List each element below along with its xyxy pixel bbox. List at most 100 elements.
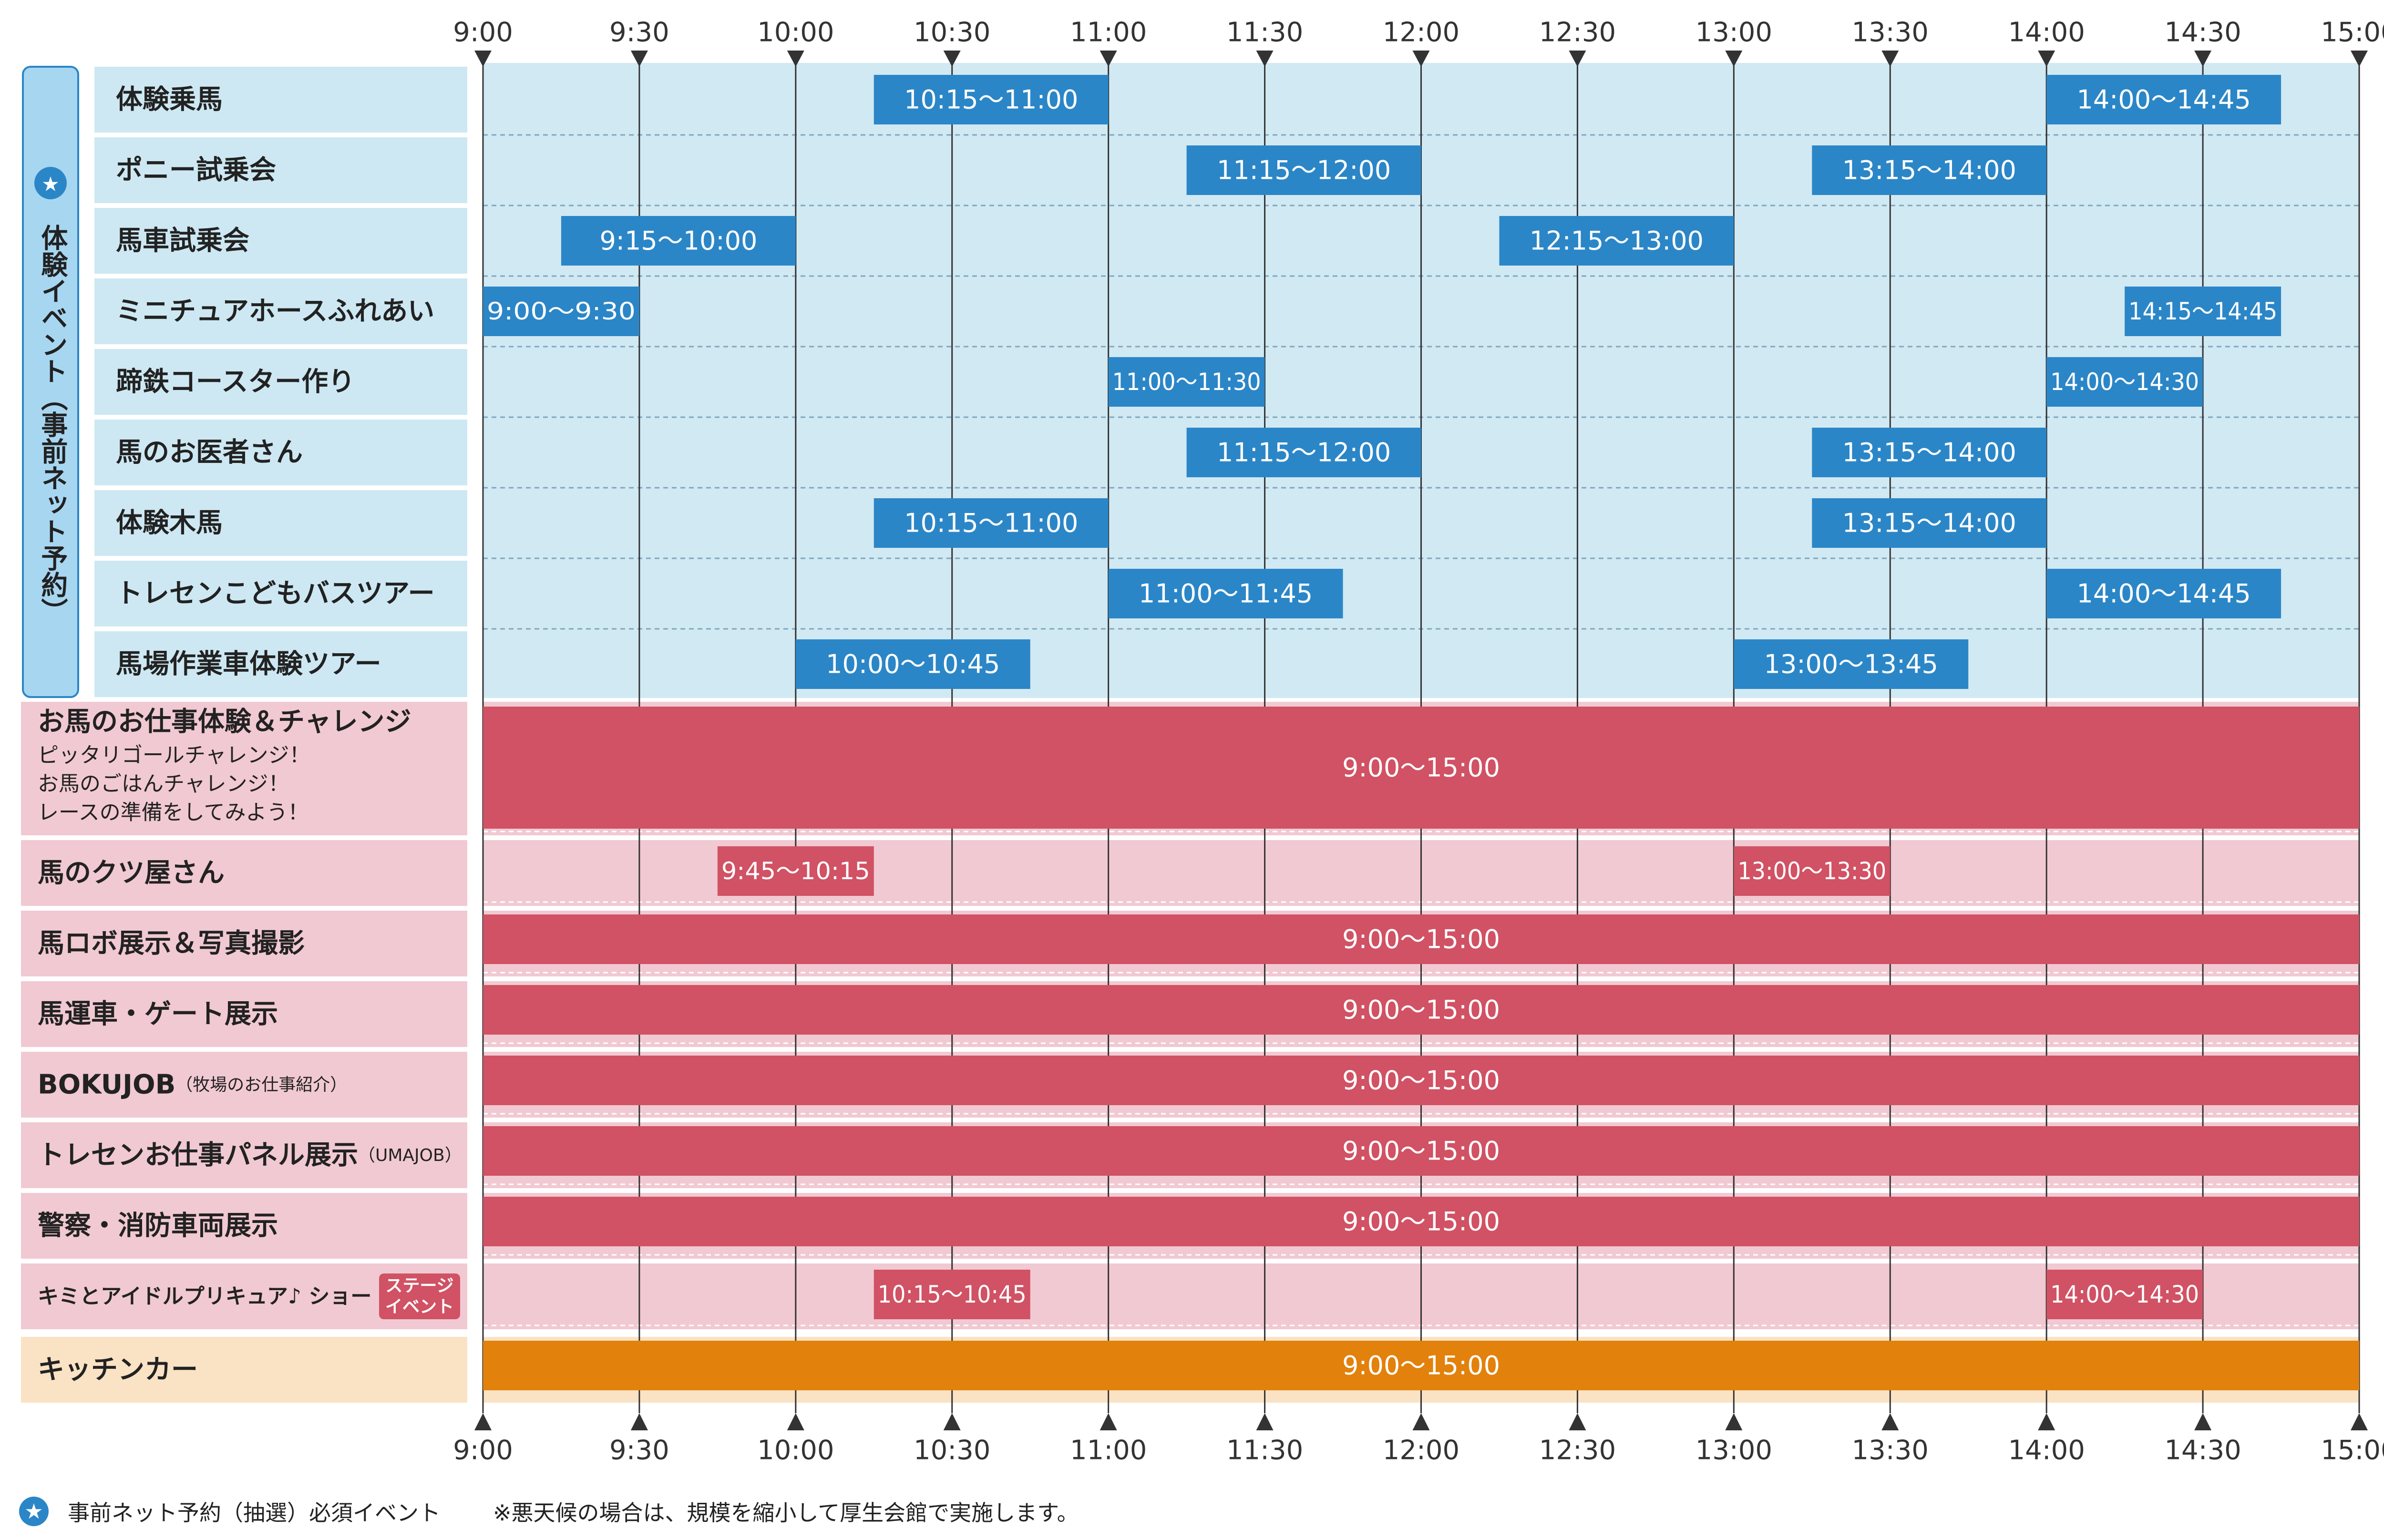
tick-label-top: 12:30 (1539, 17, 1616, 48)
time-bar (1734, 846, 1891, 896)
row-label: キッチンカー (38, 1355, 198, 1386)
tick-marker-top (630, 51, 648, 67)
row-label-bg (21, 1122, 467, 1188)
tick-marker-bottom (1569, 1413, 1586, 1430)
tick-marker-top (474, 51, 492, 67)
row-label: 馬場作業車体験ツアー (116, 649, 381, 680)
badge-text: ステージ (385, 1276, 453, 1296)
row-label: 馬運車・ゲート展示 (38, 999, 278, 1030)
bar-label: 9:00〜9:30 (487, 298, 636, 325)
bar-label: 13:15〜14:00 (1842, 508, 2016, 538)
row-label: 体験乗馬 (116, 84, 223, 115)
tick-label-bottom: 11:00 (1070, 1435, 1147, 1466)
time-bar (483, 1056, 2359, 1105)
row-label-bg (94, 349, 467, 415)
time-bar (2046, 75, 2281, 124)
time-bar (483, 985, 2359, 1035)
row-label-bg (94, 278, 467, 344)
time-bar (483, 1126, 2359, 1176)
bar-label: 14:00〜14:45 (2076, 85, 2250, 115)
row-sublabel: ピッタリゴールチャレンジ！ (38, 743, 310, 768)
tick-marker-top (1569, 51, 1586, 67)
time-bar (483, 1197, 2359, 1246)
time-bar (2046, 1270, 2203, 1319)
bar-label: 10:00〜10:45 (826, 649, 1000, 679)
time-bar (1499, 216, 1734, 266)
row-label: ミニチュアホースふれあい (116, 296, 434, 327)
row-sublabel: お馬のごはんチャレンジ！ (38, 772, 289, 796)
tick-marker-bottom (1725, 1413, 1743, 1430)
tick-marker-top (1725, 51, 1743, 67)
tick-label-top: 11:00 (1070, 17, 1147, 48)
tick-marker-bottom (943, 1413, 961, 1430)
tick-marker-top (2194, 51, 2212, 67)
bar-label: 14:00〜14:30 (2050, 1281, 2199, 1308)
time-bar (1812, 145, 2047, 195)
tick-marker-bottom (474, 1413, 492, 1430)
tick-label-bottom: 14:30 (2164, 1435, 2241, 1466)
star-glyph: ★ (41, 173, 60, 196)
tick-label-top: 13:00 (1696, 17, 1772, 48)
weather-note: ※悪天候の場合は、規模を縮小して厚生会館で実施します。 (493, 1500, 1079, 1526)
badge-text: イベント (385, 1297, 454, 1317)
row-label: 蹄鉄コースター作り (116, 367, 355, 398)
bar-label: 9:00〜15:00 (1342, 995, 1500, 1025)
footer: ★ 事前ネット予約（抽選）必須イベント ※悪天候の場合は、規模を縮小して厚生会館… (19, 1490, 1079, 1533)
tick-label-top: 12:00 (1383, 17, 1459, 48)
tick-label-top: 14:30 (2164, 17, 2241, 48)
tick-label-top: 15:00 (2321, 17, 2384, 48)
row-label-bg (94, 137, 467, 203)
tick-marker-top (787, 51, 804, 67)
time-bar (483, 1341, 2359, 1390)
time-bar (1734, 639, 1969, 689)
time-bar (717, 846, 874, 896)
tick-marker-top (1100, 51, 1117, 67)
row-label: 馬のクツ屋さん (38, 858, 225, 889)
row-label: キミとアイドルプリキュア♪ ショー (38, 1284, 371, 1309)
tick-label-top: 10:30 (914, 17, 990, 48)
time-bar (483, 707, 2359, 829)
row-label: トレセンこどもバスツアー (116, 578, 435, 609)
stage-event-badge (379, 1273, 460, 1319)
row-label-bg (21, 981, 467, 1047)
row-label-bg (94, 67, 467, 133)
bar-label: 9:00〜15:00 (1342, 1136, 1500, 1166)
time-bar (1108, 357, 1265, 407)
tick-marker-bottom (630, 1413, 648, 1430)
bar-label: 11:00〜11:45 (1139, 579, 1313, 609)
bar-label: 14:00〜14:30 (2050, 368, 2199, 396)
tick-label-top: 9:30 (609, 17, 669, 48)
row-label: 馬車試乗会 (116, 226, 249, 257)
tick-label-bottom: 14:00 (2008, 1435, 2085, 1466)
bar-label: 10:15〜11:00 (904, 85, 1078, 115)
tick-marker-bottom (2351, 1413, 2368, 1430)
bar-label: 13:00〜13:45 (1764, 649, 1938, 679)
tick-label-bottom: 11:30 (1226, 1435, 1303, 1466)
tick-marker-top (1412, 51, 1430, 67)
bar-label: 9:00〜15:00 (1342, 753, 1500, 783)
row-label: 馬のお医者さん (116, 437, 303, 468)
tick-label-bottom: 12:30 (1539, 1435, 1616, 1466)
time-bar (795, 639, 1030, 689)
tick-label-bottom: 9:30 (609, 1435, 669, 1466)
bar-label: 13:15〜14:00 (1842, 438, 2016, 468)
time-bar (2046, 357, 2203, 407)
time-bar (483, 914, 2359, 964)
bar-label: 9:15〜10:00 (599, 226, 757, 256)
row-label-bg (94, 631, 467, 697)
row-label-note: （UMAJOB） (358, 1146, 462, 1165)
bar-label: 14:00〜14:45 (2076, 579, 2250, 609)
tick-marker-top (2351, 51, 2368, 67)
tick-label-top: 14:00 (2008, 17, 2085, 48)
time-bar (1812, 428, 2047, 477)
time-bar (873, 498, 1109, 548)
bar-label: 9:00〜15:00 (1342, 1351, 1500, 1381)
time-bar (1108, 569, 1343, 618)
row-label: 警察・消防車両展示 (38, 1211, 278, 1242)
time-bar (1186, 145, 1421, 195)
row-sublabel: レースの準備をしてみよう！ (38, 801, 308, 825)
row-label-bg (94, 208, 467, 274)
row-label-bg (94, 420, 467, 485)
bar-label: 9:00〜15:00 (1342, 1207, 1500, 1237)
